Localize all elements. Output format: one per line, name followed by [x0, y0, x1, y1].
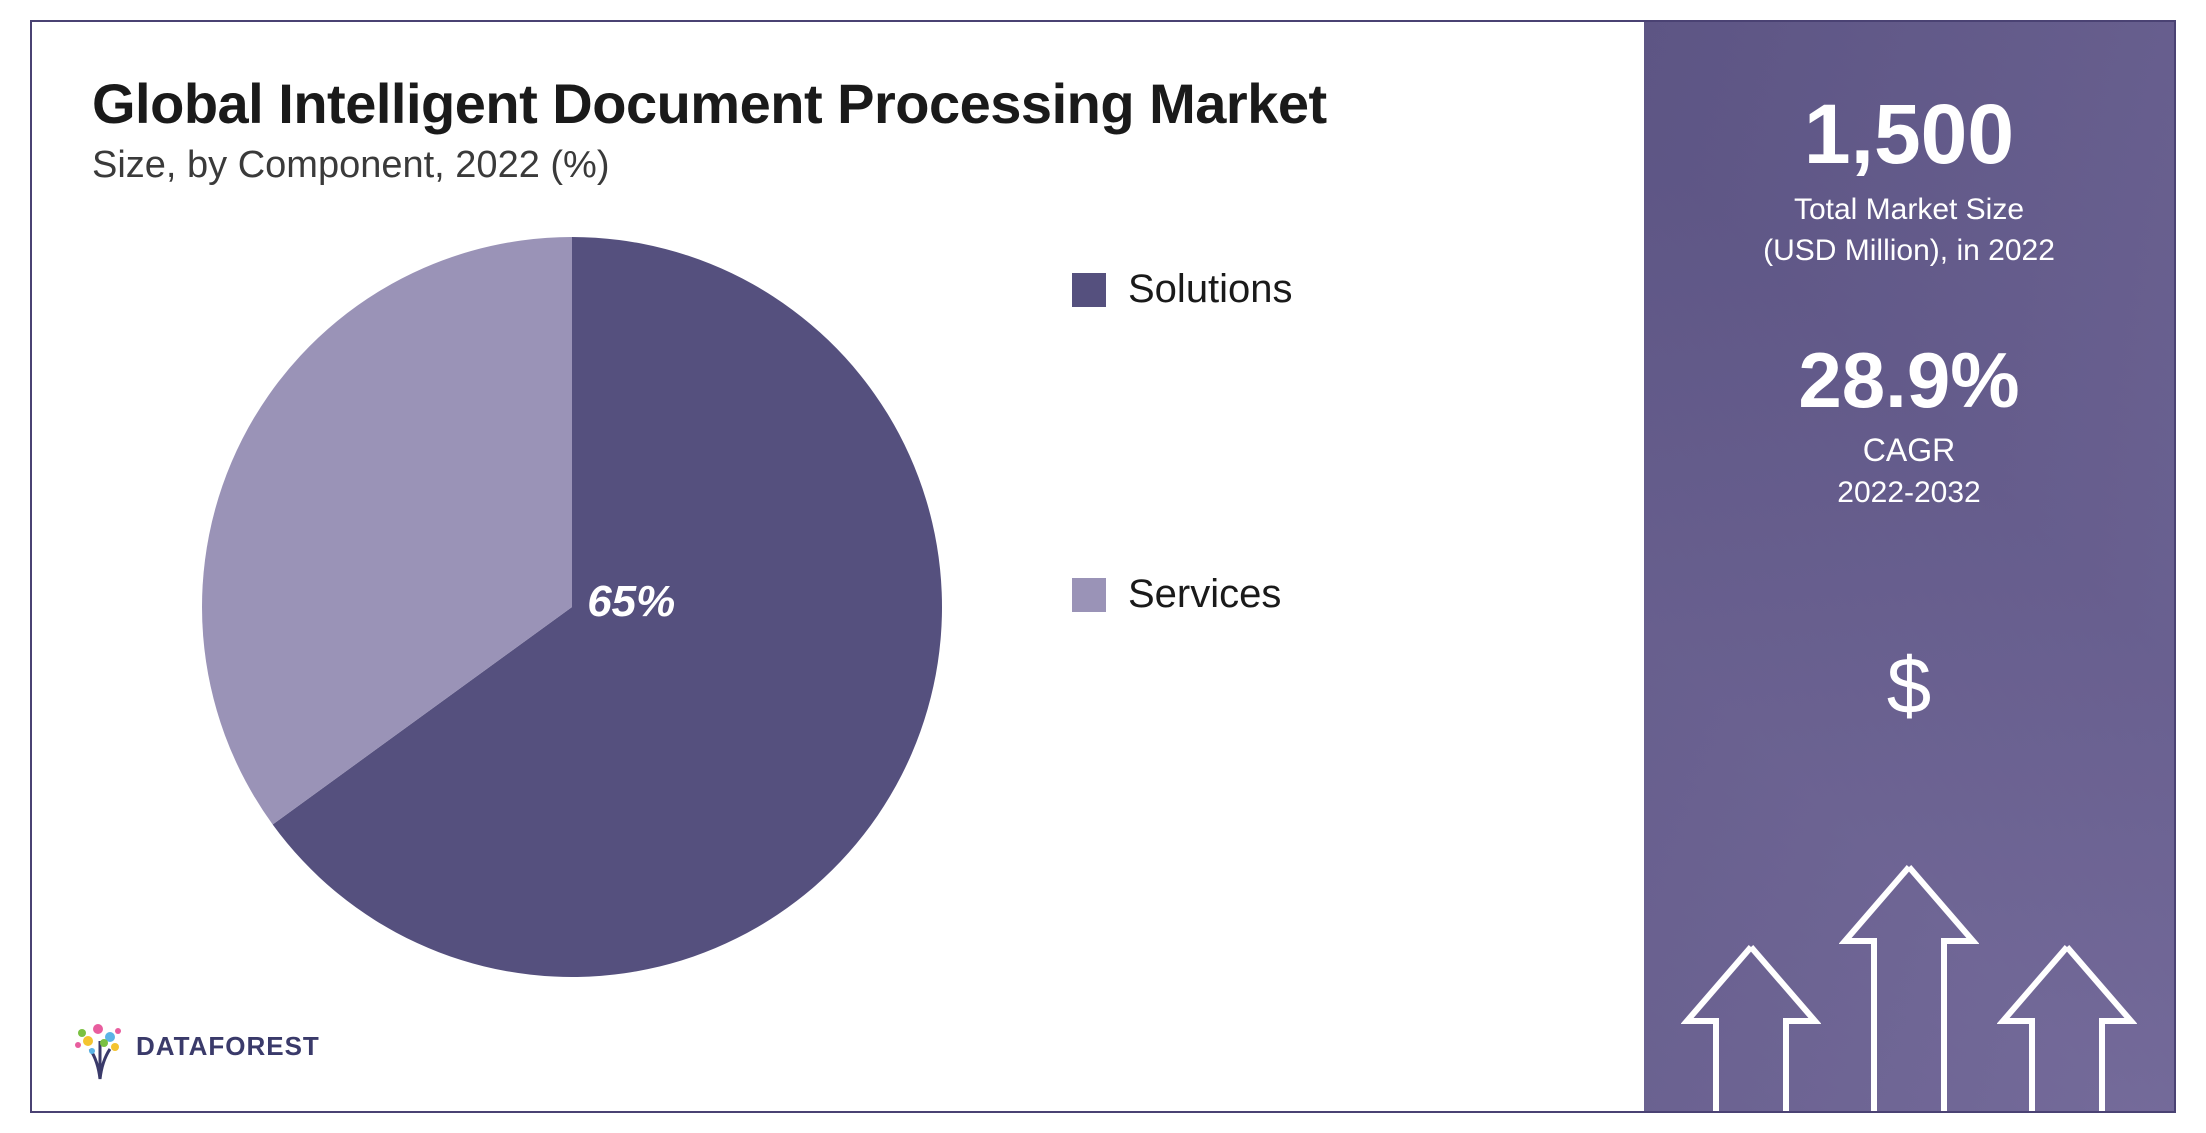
stat-value: 28.9%	[1684, 341, 2134, 419]
chart-row: 65% Solutions Services	[92, 227, 1604, 1081]
legend-label: Services	[1128, 572, 1281, 617]
stat-caption: CAGR	[1684, 429, 2134, 472]
legend-item-solutions: Solutions	[1072, 267, 1293, 312]
tree-icon	[70, 1011, 130, 1081]
legend: Solutions Services	[1072, 267, 1293, 617]
stat-value: 1,500	[1684, 92, 2134, 176]
pie-svg	[192, 227, 952, 987]
legend-label: Solutions	[1128, 267, 1293, 312]
stat-market-size: 1,500 Total Market Size(USD Million), in…	[1684, 92, 2134, 271]
stat-caption: Total Market Size(USD Million), in 2022	[1684, 190, 2134, 271]
legend-swatch	[1072, 578, 1106, 612]
main-panel: Global Intelligent Document Processing M…	[32, 22, 1644, 1111]
stat-caption: 2022-2032	[1684, 476, 2134, 510]
side-panel: 1,500 Total Market Size(USD Million), in…	[1644, 22, 2174, 1111]
legend-item-services: Services	[1072, 572, 1293, 617]
up-arrows-icon	[1644, 861, 2174, 1111]
brand-logo: DATAFOREST	[70, 1011, 320, 1081]
dollar-icon: $	[1684, 640, 2134, 732]
stat-cagr: 28.9% CAGR 2022-2032	[1684, 341, 2134, 510]
chart-subtitle: Size, by Component, 2022 (%)	[92, 144, 1604, 187]
chart-title: Global Intelligent Document Processing M…	[92, 72, 1604, 136]
pie-chart: 65%	[192, 227, 952, 987]
pie-slice-label: 65%	[587, 577, 675, 627]
brand-logo-text: DATAFOREST	[136, 1031, 320, 1062]
legend-swatch	[1072, 273, 1106, 307]
infographic-card: Global Intelligent Document Processing M…	[30, 20, 2176, 1113]
